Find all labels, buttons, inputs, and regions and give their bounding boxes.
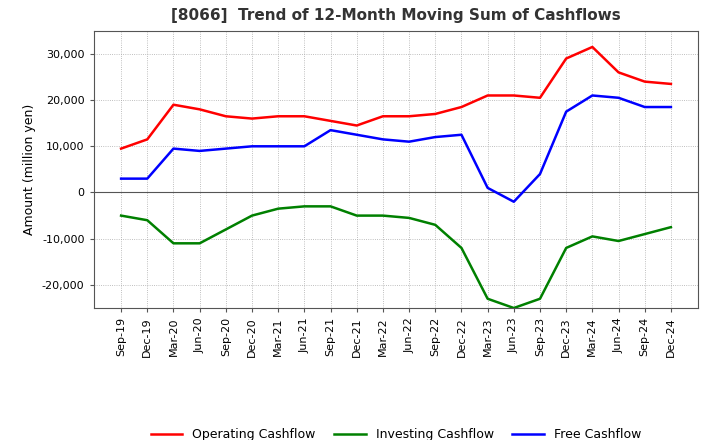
Operating Cashflow	[457, 104, 466, 110]
Investing Cashflow	[614, 238, 623, 244]
Free Cashflow	[379, 137, 387, 142]
Free Cashflow	[431, 134, 440, 139]
Investing Cashflow	[405, 215, 413, 220]
Investing Cashflow	[300, 204, 309, 209]
Operating Cashflow	[588, 44, 597, 50]
Free Cashflow	[352, 132, 361, 137]
Investing Cashflow	[169, 241, 178, 246]
Line: Investing Cashflow: Investing Cashflow	[121, 206, 671, 308]
Free Cashflow	[117, 176, 125, 181]
Free Cashflow	[457, 132, 466, 137]
Free Cashflow	[326, 128, 335, 133]
Investing Cashflow	[536, 296, 544, 301]
Free Cashflow	[300, 143, 309, 149]
Operating Cashflow	[510, 93, 518, 98]
Operating Cashflow	[640, 79, 649, 84]
Operating Cashflow	[169, 102, 178, 107]
Investing Cashflow	[510, 305, 518, 311]
Investing Cashflow	[640, 231, 649, 237]
Free Cashflow	[562, 109, 570, 114]
Free Cashflow	[169, 146, 178, 151]
Operating Cashflow	[536, 95, 544, 100]
Line: Free Cashflow: Free Cashflow	[121, 95, 671, 202]
Title: [8066]  Trend of 12-Month Moving Sum of Cashflows: [8066] Trend of 12-Month Moving Sum of C…	[171, 7, 621, 23]
Operating Cashflow	[483, 93, 492, 98]
Investing Cashflow	[483, 296, 492, 301]
Free Cashflow	[667, 104, 675, 110]
Investing Cashflow	[352, 213, 361, 218]
Operating Cashflow	[300, 114, 309, 119]
Investing Cashflow	[588, 234, 597, 239]
Operating Cashflow	[667, 81, 675, 87]
Operating Cashflow	[248, 116, 256, 121]
Y-axis label: Amount (million yen): Amount (million yen)	[23, 104, 37, 235]
Investing Cashflow	[431, 222, 440, 227]
Investing Cashflow	[379, 213, 387, 218]
Operating Cashflow	[614, 70, 623, 75]
Free Cashflow	[640, 104, 649, 110]
Operating Cashflow	[222, 114, 230, 119]
Investing Cashflow	[195, 241, 204, 246]
Operating Cashflow	[326, 118, 335, 124]
Investing Cashflow	[562, 245, 570, 250]
Operating Cashflow	[143, 137, 152, 142]
Investing Cashflow	[667, 224, 675, 230]
Free Cashflow	[274, 143, 282, 149]
Operating Cashflow	[195, 106, 204, 112]
Investing Cashflow	[274, 206, 282, 211]
Free Cashflow	[588, 93, 597, 98]
Operating Cashflow	[431, 111, 440, 117]
Free Cashflow	[614, 95, 623, 100]
Investing Cashflow	[143, 217, 152, 223]
Operating Cashflow	[352, 123, 361, 128]
Free Cashflow	[483, 185, 492, 191]
Free Cashflow	[222, 146, 230, 151]
Operating Cashflow	[562, 56, 570, 61]
Free Cashflow	[195, 148, 204, 154]
Free Cashflow	[405, 139, 413, 144]
Operating Cashflow	[117, 146, 125, 151]
Operating Cashflow	[274, 114, 282, 119]
Investing Cashflow	[117, 213, 125, 218]
Operating Cashflow	[405, 114, 413, 119]
Free Cashflow	[536, 171, 544, 176]
Legend: Operating Cashflow, Investing Cashflow, Free Cashflow: Operating Cashflow, Investing Cashflow, …	[146, 423, 646, 440]
Investing Cashflow	[457, 245, 466, 250]
Investing Cashflow	[326, 204, 335, 209]
Free Cashflow	[248, 143, 256, 149]
Free Cashflow	[510, 199, 518, 204]
Operating Cashflow	[379, 114, 387, 119]
Line: Operating Cashflow: Operating Cashflow	[121, 47, 671, 149]
Free Cashflow	[143, 176, 152, 181]
Investing Cashflow	[248, 213, 256, 218]
Investing Cashflow	[222, 227, 230, 232]
